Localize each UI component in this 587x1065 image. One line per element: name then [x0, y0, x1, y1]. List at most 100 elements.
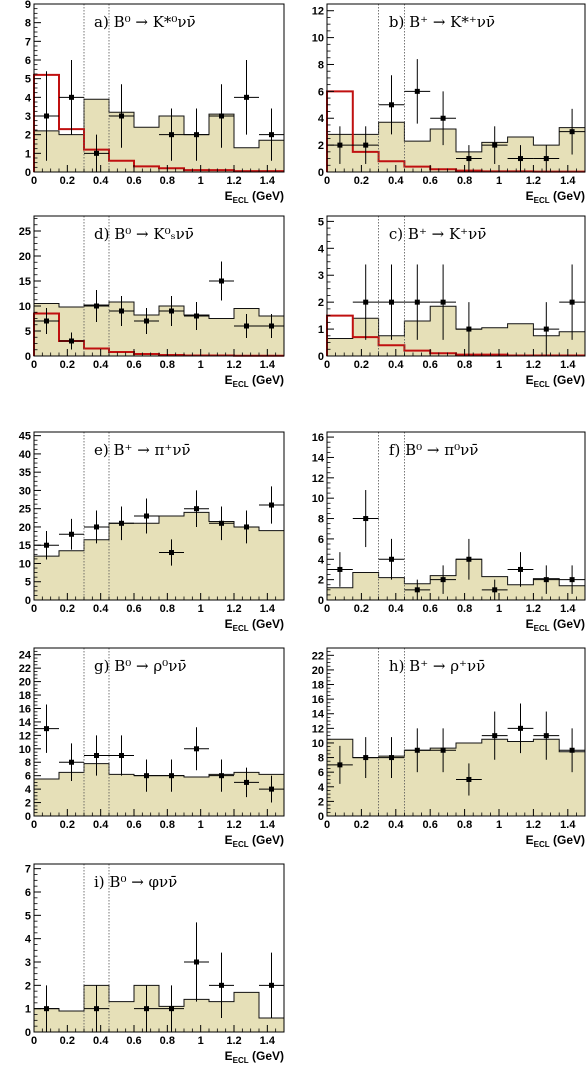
data-point [533, 565, 560, 594]
x-tick-label: 0.4 [388, 175, 404, 187]
data-point [184, 108, 209, 161]
data-point [159, 539, 184, 566]
y-tick-label: 10 [19, 558, 31, 570]
y-tick-label: 12 [312, 723, 324, 735]
data-point [134, 308, 159, 334]
y-tick-label: 16 [312, 432, 324, 444]
x-tick-label: 0 [31, 359, 37, 371]
x-tick-label: 0.4 [388, 603, 404, 615]
x-tick-label: 0 [31, 819, 37, 831]
data-point [59, 60, 84, 135]
x-tick-label: 0.6 [423, 359, 438, 371]
panel-title: g) B⁰ → ρ⁰νν̄ [94, 657, 186, 675]
x-tick-label: 1 [496, 603, 502, 615]
chart-panel-5: 0 2 4 6 8 10 12 14 16 0 0.2 0.4 0.6 0.8 1 1.2 1.4 EECL (G… [312, 431, 586, 633]
y-tick-label: 0 [25, 1027, 31, 1039]
data-point [559, 728, 585, 773]
x-tick-label: 1.4 [260, 1035, 276, 1047]
x-tick-label: 1.4 [560, 603, 576, 615]
data-point [404, 59, 431, 124]
x-tick-label: 0.4 [93, 175, 109, 187]
data-point [378, 737, 405, 779]
y-tick-label: 15 [19, 276, 31, 288]
x-tick-label: 0.2 [60, 175, 75, 187]
y-tick-label: 16 [312, 694, 324, 706]
data-point [159, 985, 184, 1032]
data-point [159, 759, 184, 792]
y-tick-label: 7 [25, 864, 31, 876]
x-tick-label: 0.2 [60, 819, 75, 831]
y-tick-label: 3 [25, 111, 31, 123]
x-tick-label: 1.2 [226, 603, 241, 615]
data-point [234, 314, 259, 338]
data-point [134, 759, 159, 792]
y-tick-label: 10 [312, 33, 324, 45]
x-tick-label: 0 [31, 603, 37, 615]
data-point [34, 704, 59, 753]
y-tick-label: 20 [19, 522, 31, 534]
data-point [84, 134, 109, 172]
chart-panel-1: 0 2 4 6 8 10 12 0 0.2 0.4 0.6 0.8 1 1.2 1.4 EECL (GeV) b… [312, 3, 586, 205]
x-axis-title: EECL (GeV) [225, 833, 284, 849]
x-tick-label: 1 [198, 603, 204, 615]
x-tick-label: 0.8 [160, 359, 175, 371]
y-tick-label: 2 [318, 575, 324, 587]
x-axis-title: EECL (GeV) [526, 189, 585, 205]
x-tick-label: 0.6 [126, 1035, 141, 1047]
x-tick-label: 0.6 [126, 175, 141, 187]
data-point [59, 743, 84, 782]
data-point [209, 261, 234, 301]
y-tick-label: 5 [25, 326, 31, 338]
x-tick-label: 0.2 [354, 603, 369, 615]
y-tick-label: 6 [318, 86, 324, 98]
y-tick-label: 2 [318, 796, 324, 808]
y-tick-label: 4 [25, 934, 32, 946]
x-tick-label: 0.8 [160, 819, 175, 831]
x-tick-label: 0.8 [457, 359, 472, 371]
data-point [109, 735, 134, 776]
panel-title: d) B⁰ → K⁰ₛνν̄ [94, 225, 194, 243]
y-tick-label: 10 [19, 301, 31, 313]
y-tick-label: 5 [25, 910, 31, 922]
chart-panel-8: 0 1 2 3 4 5 6 7 0 0.2 0.4 0.6 0.8 1 1.2 1.4 EECL (GeV) i)… [25, 863, 285, 1065]
x-tick-label: 0.4 [93, 359, 109, 371]
data-point [481, 126, 508, 164]
x-tick-label: 1.2 [526, 819, 541, 831]
y-tick-label: 3 [25, 957, 31, 969]
x-axis-title: EECL (GeV) [225, 1049, 284, 1065]
y-tick-label: 14 [312, 709, 325, 721]
y-tick-label: 4 [25, 784, 32, 796]
y-tick-label: 12 [312, 6, 324, 18]
y-tick-label: 4 [318, 554, 325, 566]
panel-title: b) B⁺ → K*⁺νν̄ [389, 13, 495, 31]
data-point [456, 538, 482, 580]
x-tick-label: 0.2 [60, 359, 75, 371]
y-tick-label: 3 [318, 270, 324, 282]
y-tick-label: 0 [25, 595, 31, 607]
y-tick-label: 1 [25, 1004, 31, 1016]
data-point [209, 759, 234, 792]
x-tick-label: 0.4 [388, 819, 404, 831]
data-point [259, 314, 284, 338]
panel-title: e) B⁺ → π⁺νν̄ [94, 441, 191, 459]
data-point [209, 952, 234, 1018]
data-point [378, 264, 405, 340]
panel-title: i) B⁰ → φνν̄ [94, 873, 177, 891]
chart-panel-3: 0 1 2 3 4 5 0 0.2 0.4 0.6 0.8 1 1.2 1.4 EECL (GeV) c) B… [318, 215, 586, 389]
x-tick-label: 1.4 [260, 175, 276, 187]
data-point [59, 518, 84, 550]
y-tick-label: 18 [312, 680, 324, 692]
y-tick-label: 14 [312, 452, 325, 464]
y-tick-label: 20 [312, 665, 324, 677]
data-point [109, 84, 134, 148]
data-point [234, 60, 259, 135]
x-tick-label: 0 [324, 603, 330, 615]
y-tick-label: 8 [318, 59, 324, 71]
data-point [184, 922, 209, 1002]
y-tick-label: 0 [25, 811, 31, 823]
data-point [84, 735, 109, 776]
y-tick-label: 0 [25, 351, 31, 363]
x-tick-label: 0.8 [160, 603, 175, 615]
